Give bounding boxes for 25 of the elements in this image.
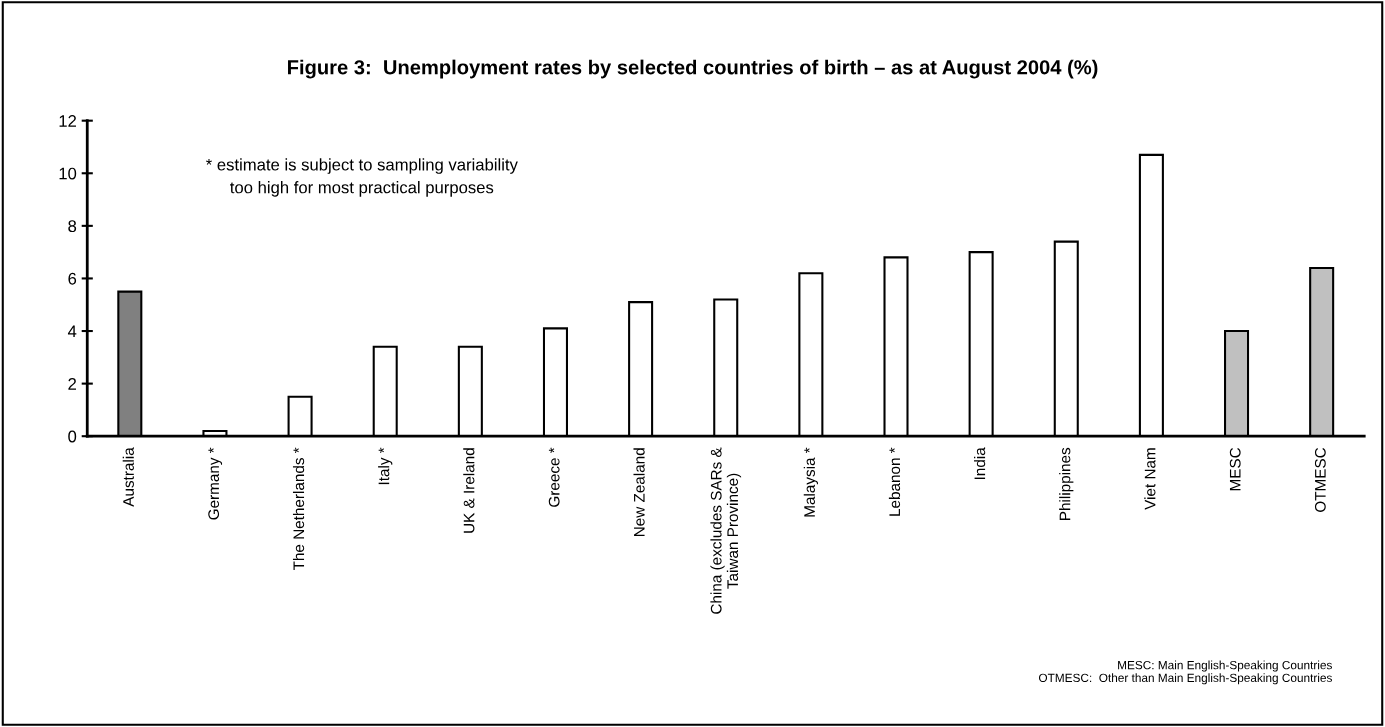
- y-tick-label: 8: [68, 220, 77, 233]
- x-tick-label: China (excludes SARs & Taiwan Province): [710, 447, 742, 614]
- text: MESC: Main English-Speaking Countries OTMESC: Other than Main English-Speaking Countries: [1038, 660, 1332, 685]
- x-tick-label: OTMESC: [1314, 447, 1326, 512]
- x-tick-label: Greece *: [548, 447, 560, 507]
- x-tick-label: MESC: [1229, 447, 1241, 491]
- y-tick-label: 0: [68, 430, 77, 443]
- y-tick-label: 4: [67, 325, 77, 338]
- x-tick-label: New Zealand: [633, 448, 645, 537]
- x-tick-label: Italy *: [378, 447, 393, 485]
- x-tick-label: Philippines: [1059, 447, 1074, 520]
- y-tick-label: 10: [59, 167, 77, 180]
- x-tick-label: Australia: [122, 447, 134, 507]
- chart-title: Figure 3: Unemployment rates by selected countries of birth – as at August 2004 (%): [288, 59, 1098, 79]
- y-tick-label: 12: [59, 115, 76, 127]
- x-tick-label: Germany *: [208, 447, 223, 520]
- x-tick-label: The Netherlands *: [292, 447, 305, 571]
- y-tick-label: 6: [68, 272, 77, 285]
- x-tick-label: Malaysia *: [803, 447, 818, 517]
- x-tick-label: Lebanon *: [888, 447, 901, 516]
- x-tick-label: India: [974, 447, 986, 480]
- annotation: * estimate is subject to sampling variability too high for most practical purposes: [206, 158, 518, 197]
- y-tick-label: 2: [68, 378, 76, 390]
- x-tick-label: Viet Nam: [1144, 448, 1156, 510]
- x-tick-label: UK & Ireland: [463, 448, 475, 533]
